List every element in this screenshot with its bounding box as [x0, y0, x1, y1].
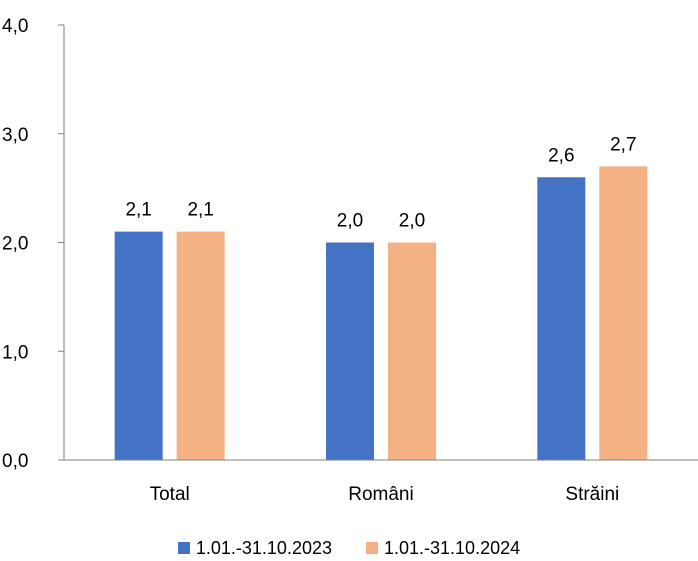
bar-2024: [176, 231, 225, 460]
data-label: 2,1: [125, 200, 151, 221]
legend-item-2024: 1.01.-31.10.2024: [366, 538, 520, 558]
y-axis: 0,0 1,0 2,0 3,0 4,0: [2, 16, 65, 472]
bars: 2,1 2,1 2,0 2,0 2,6 2,7: [114, 134, 648, 460]
x-tick-label: Români: [348, 484, 413, 505]
y-tick-label: 3,0: [2, 125, 28, 146]
legend: 1.01.-31.10.2023 1.01.-31.10.2024: [0, 538, 698, 558]
data-label: 2,6: [548, 145, 574, 166]
x-axis: Total Români Străini: [64, 459, 698, 505]
x-tick-label: Total: [150, 484, 190, 505]
data-label: 2,7: [610, 134, 636, 155]
data-label: 2,0: [337, 211, 363, 232]
data-label: 2,1: [187, 200, 213, 221]
legend-label-2023: 1.01.-31.10.2023: [195, 538, 332, 558]
bar-2023: [537, 177, 586, 460]
legend-label-2024: 1.01.-31.10.2024: [384, 538, 521, 558]
y-tick-label: 1,0: [2, 342, 28, 363]
bar-2023: [114, 231, 163, 460]
bar-2024: [388, 242, 436, 460]
legend-swatch-2023: [177, 542, 190, 554]
legend-swatch-2024: [366, 542, 378, 554]
data-label: 2,0: [399, 211, 425, 232]
bar-2024: [599, 166, 648, 460]
y-tick-label: 0,0: [2, 451, 28, 472]
legend-item-2023: 1.01.-31.10.2023: [177, 538, 332, 558]
y-tick-label: 4,0: [2, 16, 28, 37]
y-tick-label: 2,0: [2, 234, 28, 255]
bar-chart: 0,0 1,0 2,0 3,0 4,0 2,1 2,1 2,0 2,0 2,6 2,7 Total…: [2, 16, 698, 505]
bar-2023: [326, 242, 374, 460]
x-tick-label: Străini: [565, 484, 619, 505]
